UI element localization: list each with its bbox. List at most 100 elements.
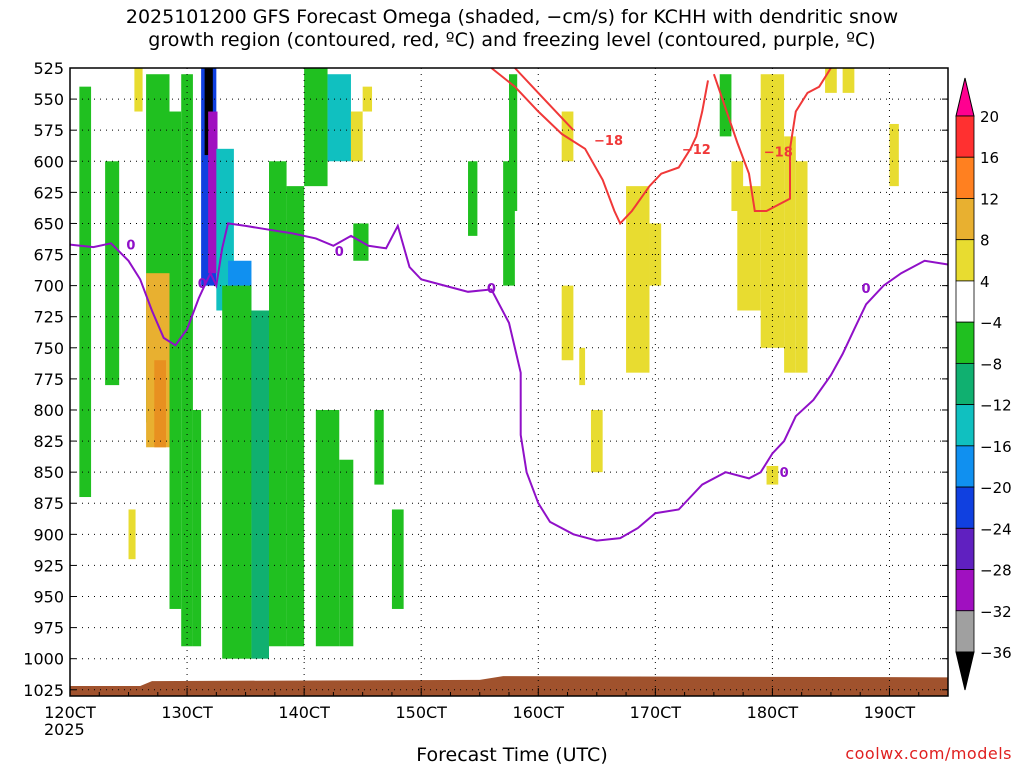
y-tick-label-10: 775	[33, 370, 64, 389]
freezing-level-label-4: 0	[780, 466, 789, 481]
dgz-contour-0	[490, 67, 709, 226]
dgz-contour-label-1: −12	[682, 143, 711, 158]
omega-shade-4	[169, 111, 182, 609]
dgz-contour-label-2: −18	[764, 145, 793, 160]
x-tick-label-2: 140CT	[278, 703, 330, 722]
dgz-contour-2	[514, 67, 575, 131]
colorbar-seg-11	[955, 527, 975, 570]
x-tick-label-5: 170CT	[630, 703, 682, 722]
y-tick-label-0: 525	[33, 59, 64, 78]
omega-shade-24	[374, 409, 384, 485]
y-tick-label-4: 625	[33, 183, 64, 202]
y-tick-label-6: 675	[33, 246, 64, 265]
omega-shade-41	[784, 136, 796, 373]
x-tick-label-0: 120CT	[44, 703, 96, 722]
terrain-strip	[70, 676, 948, 696]
colorbar-seg-10	[955, 486, 975, 529]
colorbar-label-11: −28	[980, 562, 1012, 580]
colorbar-seg-1	[955, 115, 975, 158]
colorbar-seg-9	[955, 445, 975, 488]
colorbar-seg-13	[955, 610, 975, 653]
omega-shade-44	[842, 68, 855, 93]
y-tick-label-13: 850	[33, 463, 64, 482]
x-tick-label-7: 190CT	[864, 703, 916, 722]
x-axis-label: Forecast Time (UTC)	[416, 744, 608, 766]
y-tick-label-17: 950	[33, 588, 64, 607]
grid-layer	[69, 67, 948, 696]
omega-shade-22	[339, 459, 354, 647]
omega-shade-47	[128, 509, 136, 560]
y-tick-label-11: 800	[33, 401, 64, 420]
colorbar-seg-6	[955, 321, 975, 364]
omega-shade-45	[889, 123, 899, 187]
omega-shade-46	[766, 465, 779, 485]
colorbar-label-3: 8	[980, 232, 990, 250]
title-line-1: 2025101200 GFS Forecast Omega (shaded, −…	[125, 6, 899, 28]
colorbar-seg-0	[955, 77, 975, 117]
y-tick-label-8: 725	[33, 308, 64, 327]
colorbar-label-1: 16	[980, 149, 999, 167]
omega-shade-20	[327, 74, 351, 162]
freezing-level-label-3: 0	[487, 282, 496, 297]
omega-shade-40	[760, 74, 785, 348]
omega-shade-34	[590, 409, 603, 473]
dgz-contour-1	[712, 67, 832, 212]
credit-text: coolwx.com/models	[845, 744, 1012, 763]
omega-shade-30	[509, 74, 518, 212]
colorbar-label-8: −16	[980, 438, 1012, 456]
omega-shade-21	[315, 409, 340, 647]
chart-title: 2025101200 GFS Forecast Omega (shaded, −…	[0, 6, 1024, 52]
colorbar-seg-4	[955, 239, 975, 282]
y-tick-label-20: 1025	[23, 681, 64, 700]
axes-layer: 525 550 575 600 625 650 675 700 725 750 775 800 825 8…	[23, 59, 949, 722]
contour-layer: 0 0 0 0 0 0 −18 −12 −18	[69, 67, 949, 542]
omega-shade-27	[362, 86, 373, 112]
omega-shade-28	[468, 161, 478, 236]
colorbar-seg-12	[955, 569, 975, 612]
x-tick-label-4: 160CT	[513, 703, 565, 722]
omega-shade-11	[208, 111, 218, 274]
colorbar-seg-5	[955, 280, 975, 323]
y-tick-label-5: 650	[33, 214, 64, 233]
omega-shade-25	[391, 509, 404, 609]
colorbar-seg-2	[955, 156, 975, 199]
colorbar-label-0: 20	[980, 108, 999, 126]
omega-shading-layer	[70, 68, 948, 696]
colorbar-label-10: −24	[980, 520, 1012, 538]
y-tick-label-3: 600	[33, 152, 64, 171]
freezing-level-contour	[69, 222, 949, 542]
title-line-2: growth region (contoured, red, ºC) and f…	[148, 29, 876, 51]
omega-shade-6	[192, 409, 202, 647]
y-tick-label-9: 750	[33, 339, 64, 358]
omega-shade-31	[561, 111, 574, 162]
omega-shade-19	[304, 68, 328, 187]
colorbar-seg-8	[955, 404, 975, 447]
y-tick-label-2: 575	[33, 121, 64, 140]
omega-shade-16	[251, 310, 270, 659]
omega-shade-26	[350, 111, 363, 162]
x-axis-year: 2025	[44, 720, 85, 739]
colorbar-label-2: 12	[980, 190, 999, 208]
omega-shade-18	[286, 186, 305, 647]
colorbar: 20 16 12 8 4 −4 −8 −12 −16 −20 −24 −28 −32 −36	[955, 77, 1012, 691]
y-tick-label-12: 825	[33, 432, 64, 451]
omega-shade-39	[737, 186, 761, 311]
omega-shade-5	[181, 74, 193, 647]
freezing-level-label-1: 0	[335, 245, 344, 260]
omega-shade-2	[134, 68, 143, 112]
colorbar-label-6: −8	[980, 355, 1002, 373]
omega-shade-42	[795, 161, 808, 373]
colorbar-label-4: 4	[980, 273, 990, 291]
y-tick-label-14: 875	[33, 494, 64, 513]
colorbar-seg-3	[955, 198, 975, 241]
dgz-contour-label-0: −18	[594, 134, 623, 149]
y-tick-label-7: 700	[33, 277, 64, 296]
y-tick-label-16: 925	[33, 556, 64, 575]
omega-shade-0	[79, 86, 92, 498]
y-tick-label-18: 975	[33, 619, 64, 638]
colorbar-label-9: −20	[980, 479, 1012, 497]
colorbar-label-5: −4	[980, 314, 1002, 332]
omega-shade-17	[269, 161, 287, 647]
omega-shade-32	[561, 285, 574, 361]
